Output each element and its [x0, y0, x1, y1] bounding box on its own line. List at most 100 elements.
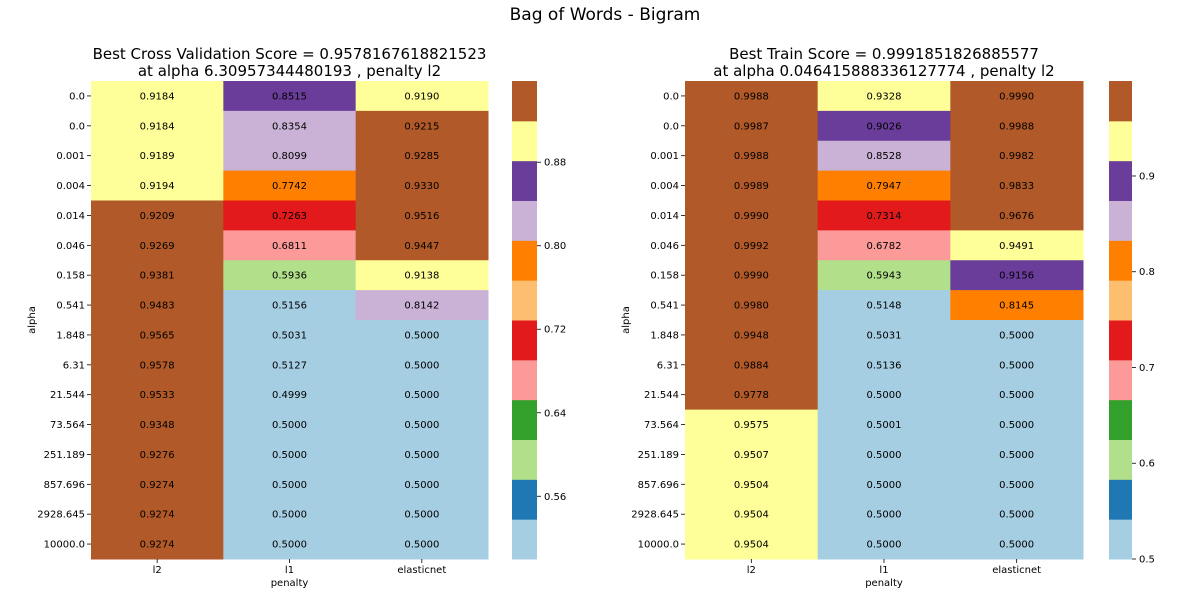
cell-value-label: 0.9348 [140, 420, 175, 431]
y-tick-label: 73.564 [644, 420, 679, 431]
cell-value-label: 0.5000 [272, 480, 307, 491]
colorbar: 0.9 0.8 0.7 0.6 0.5 [1109, 81, 1155, 566]
heatmap-cell [817, 349, 951, 381]
heatmap-cell [950, 529, 1084, 560]
cell-value-label: 0.9990 [734, 211, 769, 222]
cell-value-label: 0.9330 [404, 181, 439, 192]
cell-value-label: 0.9381 [140, 271, 175, 282]
y-tick-label: 0.001 [650, 151, 679, 162]
colorbar-segment [512, 280, 537, 321]
heatmap-cell [950, 409, 1084, 440]
heatmap-cell [817, 110, 951, 142]
y-tick-label: 251.189 [44, 450, 85, 461]
heatmap-cell [685, 379, 819, 411]
heatmap-cell [817, 529, 951, 560]
cell-value-label: 0.5000 [404, 540, 439, 551]
heatmap-cell [355, 499, 489, 530]
cell-value-label: 0.6782 [867, 241, 902, 252]
colorbar-segment [512, 479, 537, 520]
heatmap-cell [223, 81, 357, 112]
heatmap-cell [817, 320, 951, 351]
cell-value-label: 0.9989 [734, 181, 769, 192]
cell-value-label: 0.5000 [999, 420, 1034, 431]
heatmap-cell [950, 200, 1084, 231]
cell-value-label: 0.8354 [272, 121, 307, 132]
cell-value-label: 0.9948 [734, 330, 769, 341]
heatmap-cell [91, 469, 224, 500]
y-tick-label: 73.564 [50, 420, 85, 431]
heatmap-cell [685, 349, 819, 381]
cell-value-label: 0.9328 [867, 91, 902, 102]
heatmap-cell [685, 499, 819, 530]
cell-value-label: 0.9990 [734, 271, 769, 282]
y-tick-label: 10000.0 [44, 540, 85, 551]
heatmap-cell [91, 349, 224, 381]
heatmap-cell [91, 529, 224, 560]
heatmap-cell [685, 529, 819, 560]
heatmap-cell [950, 260, 1084, 291]
cell-value-label: 0.9507 [734, 450, 769, 461]
figure-suptitle: Bag of Words - Bigram [510, 5, 701, 25]
colorbar-segment [1109, 479, 1132, 520]
cell-value-label: 0.5000 [272, 540, 307, 551]
heatmap-cell [355, 81, 489, 112]
cell-value-label: 0.9833 [999, 181, 1034, 192]
cell-value-label: 0.9138 [404, 271, 439, 282]
colorbar-segment [512, 120, 537, 162]
heatmap-cell [223, 469, 357, 500]
cell-value-label: 0.9491 [999, 241, 1034, 252]
y-tick-label: 0.014 [650, 211, 679, 222]
cell-value-label: 0.9578 [140, 360, 175, 371]
cell-value-label: 0.9778 [734, 390, 769, 401]
heatmap-cell [355, 529, 489, 560]
cell-value-label: 0.9504 [734, 510, 769, 521]
cell-value-label: 0.9184 [140, 121, 175, 132]
y-tick-label: 2928.645 [631, 510, 679, 521]
cell-value-label: 0.7742 [272, 181, 307, 192]
chart-title-line: Best Cross Validation Score = 0.95781676… [93, 45, 487, 63]
heatmap-cell [685, 230, 819, 261]
y-axis-label: alpha [621, 306, 632, 334]
cell-value-label: 0.9980 [734, 301, 769, 312]
cell-value-label: 0.5000 [999, 390, 1034, 401]
y-tick-label: 0.0 [663, 91, 679, 102]
cell-value-label: 0.9504 [734, 540, 769, 551]
heatmap-cell [685, 140, 819, 172]
cell-value-label: 0.9988 [734, 91, 769, 102]
heatmap-cell [223, 290, 357, 321]
cell-value-label: 0.5031 [272, 330, 307, 341]
heatmap-cell [950, 290, 1084, 321]
cell-value-label: 0.5000 [272, 420, 307, 431]
heatmap-cell [950, 81, 1084, 112]
y-tick-label: 21.544 [50, 390, 85, 401]
y-tick-label: 6.31 [63, 360, 85, 371]
y-tick-label: 251.189 [638, 450, 679, 461]
colorbar-tick-label: 0.8 [1139, 267, 1155, 278]
y-tick-label: 0.158 [650, 271, 679, 282]
heatmap-cell [817, 439, 951, 470]
heatmap-cell [355, 290, 489, 321]
cell-value-label: 0.9276 [140, 450, 175, 461]
colorbar-segment [1109, 81, 1132, 122]
colorbar-segment [512, 399, 537, 440]
heatmap-cell [950, 170, 1084, 201]
heatmap-cell [817, 499, 951, 530]
heatmap-cell [91, 499, 224, 530]
colorbar-tick-label: 0.5 [1139, 555, 1155, 566]
cell-value-label: 0.5000 [867, 540, 902, 551]
heatmap-cell [817, 290, 951, 321]
colorbar-segment [512, 439, 537, 480]
heatmap-cell [223, 260, 357, 291]
heatmap-cell [223, 170, 357, 201]
chart-title-line: Best Train Score = 0.9991851826885577 [729, 45, 1039, 63]
cell-value-label: 0.8142 [404, 301, 439, 312]
cell-value-label: 0.5000 [404, 360, 439, 371]
cell-value-label: 0.5000 [867, 450, 902, 461]
heatmap-cell [685, 469, 819, 500]
heatmap-cell [817, 200, 951, 231]
colorbar-tick-label: 0.9 [1139, 171, 1155, 182]
y-tick-label: 0.0 [663, 121, 679, 132]
colorbar-segment [1109, 439, 1132, 480]
cell-value-label: 0.8515 [272, 91, 307, 102]
